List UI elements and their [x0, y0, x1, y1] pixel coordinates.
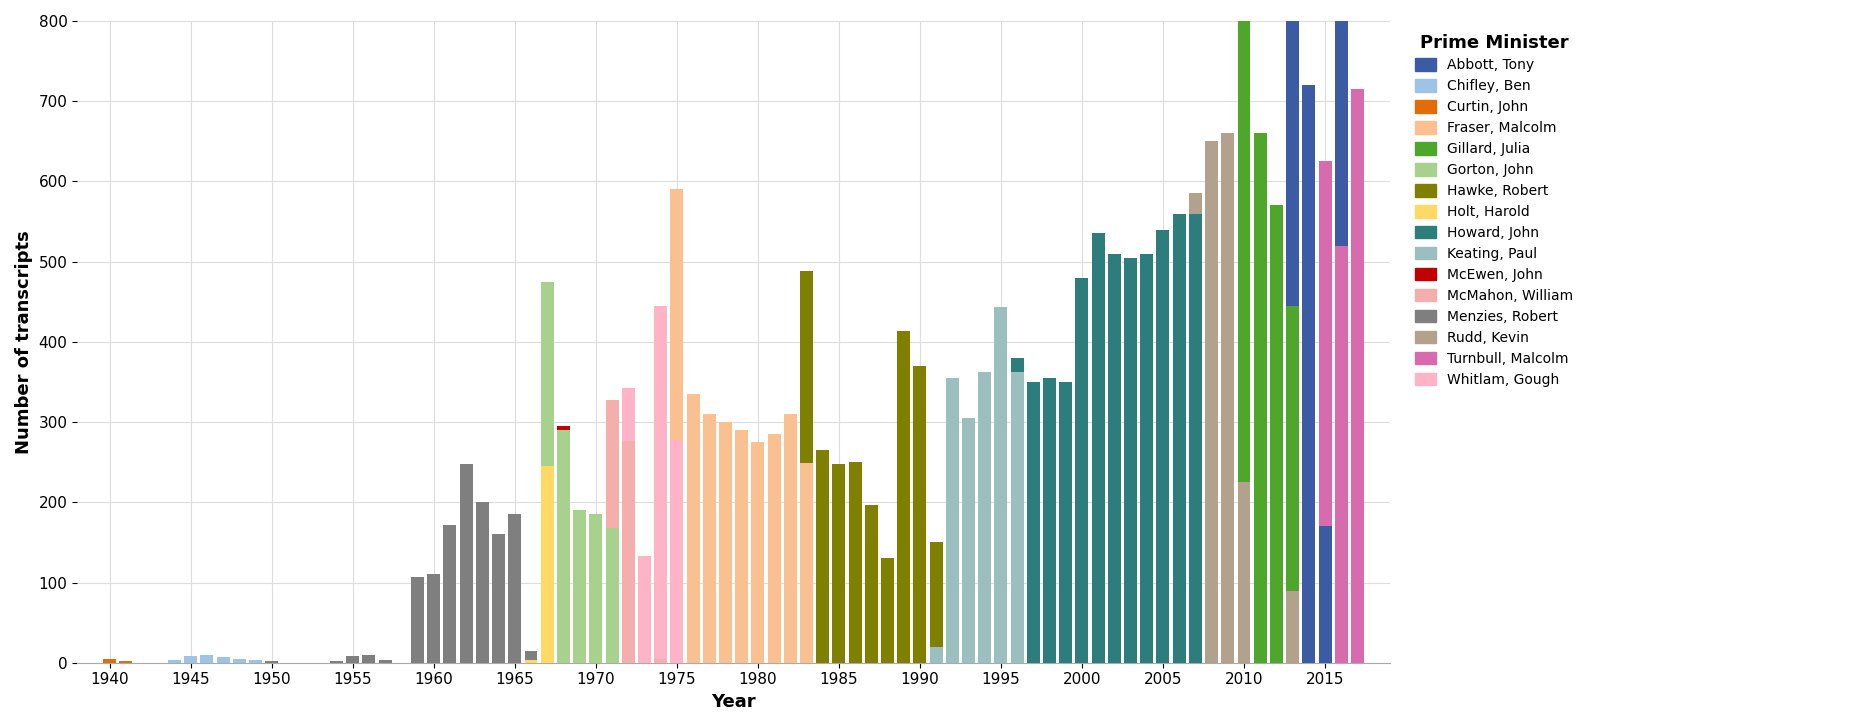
Bar [606, 399, 618, 528]
Bar [1026, 382, 1039, 663]
Bar [978, 372, 991, 663]
Bar [1222, 134, 1233, 663]
Bar [1334, 245, 1347, 663]
Bar [216, 657, 230, 663]
Bar [444, 525, 457, 663]
Bar [1140, 253, 1153, 663]
Bar [929, 542, 942, 647]
Bar [379, 661, 392, 663]
Bar [508, 514, 521, 663]
Bar [1334, 0, 1347, 245]
Bar [1011, 358, 1024, 372]
Bar [200, 655, 213, 663]
Bar [1123, 258, 1136, 663]
Bar [801, 272, 814, 463]
Bar [670, 189, 683, 440]
Bar [767, 434, 780, 663]
Bar [801, 463, 814, 663]
Bar [638, 556, 651, 663]
Bar [1237, 0, 1250, 482]
Bar [995, 307, 1008, 663]
X-axis label: Year: Year [711, 693, 756, 711]
Bar [590, 514, 603, 663]
Bar [1237, 482, 1250, 663]
Bar [411, 577, 424, 663]
Bar [1286, 306, 1299, 590]
Bar [573, 510, 586, 663]
Bar [1075, 277, 1088, 663]
Bar [233, 658, 246, 663]
Bar [1351, 89, 1364, 663]
Bar [1189, 213, 1202, 663]
Bar [703, 414, 717, 663]
Legend: Abbott, Tony, Chifley, Ben, Curtin, John, Fraser, Malcolm, Gillard, Julia, Gorto: Abbott, Tony, Chifley, Ben, Curtin, John… [1411, 28, 1579, 392]
Bar [752, 442, 765, 663]
Bar [946, 378, 959, 663]
Bar [1205, 142, 1218, 663]
Bar [621, 388, 634, 441]
Bar [1157, 229, 1170, 663]
Y-axis label: Number of transcripts: Number of transcripts [15, 230, 34, 454]
Bar [248, 661, 261, 663]
Bar [898, 332, 911, 663]
Bar [103, 658, 116, 663]
Bar [556, 430, 569, 663]
Bar [459, 464, 472, 663]
Bar [1271, 205, 1284, 663]
Bar [427, 574, 440, 663]
Bar [362, 655, 375, 663]
Bar [1172, 213, 1185, 663]
Bar [881, 558, 894, 663]
Bar [168, 661, 181, 663]
Bar [914, 366, 926, 663]
Bar [655, 658, 668, 663]
Bar [784, 414, 797, 663]
Bar [687, 394, 700, 663]
Bar [1092, 233, 1105, 663]
Bar [556, 426, 569, 430]
Bar [541, 466, 554, 663]
Bar [119, 661, 132, 663]
Bar [493, 534, 506, 663]
Bar [606, 528, 618, 663]
Bar [1286, 590, 1299, 663]
Bar [670, 440, 683, 663]
Bar [1108, 253, 1121, 663]
Bar [1189, 193, 1202, 213]
Bar [1319, 161, 1332, 526]
Bar [476, 502, 489, 663]
Bar [1060, 382, 1073, 663]
Bar [185, 656, 198, 663]
Bar [1254, 134, 1267, 663]
Bar [1043, 378, 1056, 663]
Bar [621, 441, 634, 663]
Bar [815, 450, 829, 663]
Bar [655, 306, 668, 658]
Bar [265, 661, 278, 663]
Bar [963, 418, 976, 663]
Bar [735, 430, 748, 663]
Bar [929, 647, 942, 663]
Bar [1286, 0, 1299, 306]
Bar [524, 661, 537, 663]
Bar [541, 282, 554, 466]
Bar [524, 650, 537, 661]
Bar [347, 656, 360, 663]
Bar [864, 505, 877, 663]
Bar [832, 464, 845, 663]
Bar [1302, 85, 1316, 663]
Bar [1011, 372, 1024, 663]
Bar [849, 462, 862, 663]
Bar [1319, 526, 1332, 663]
Bar [718, 422, 731, 663]
Bar [330, 661, 343, 663]
